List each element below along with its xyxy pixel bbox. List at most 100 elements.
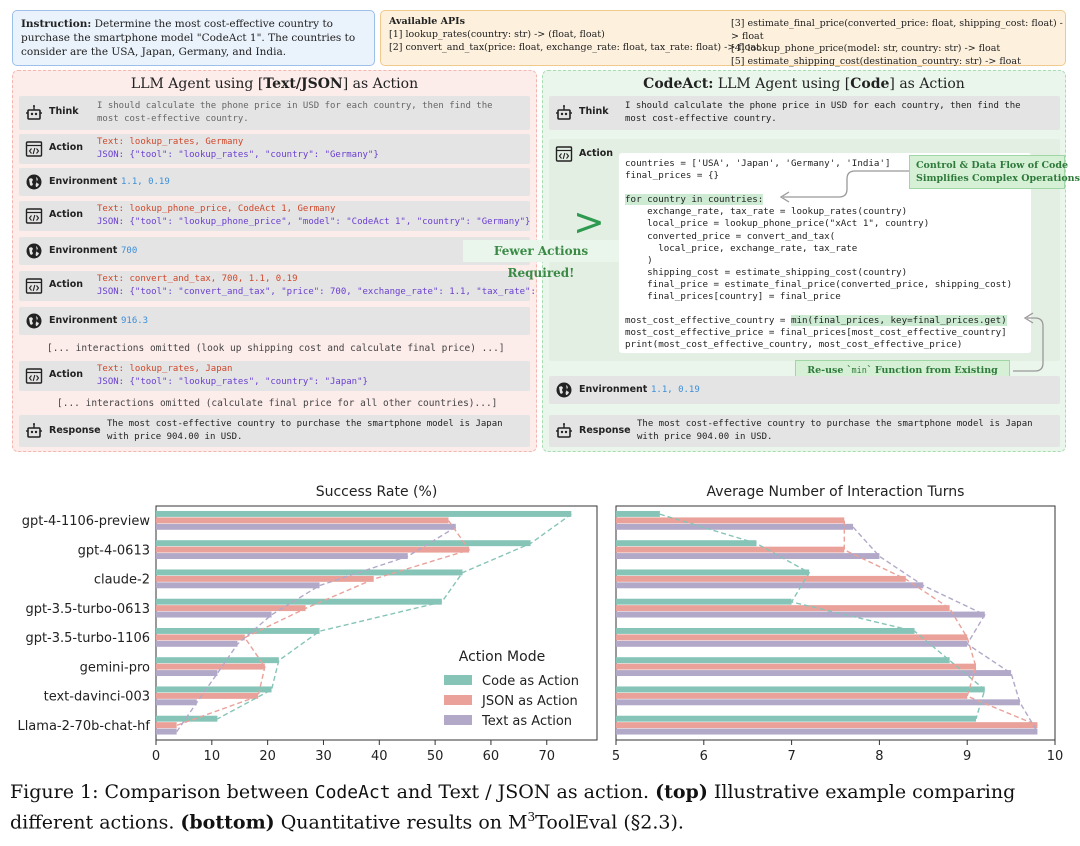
bar [616, 699, 1020, 706]
right-panel-title: CodeAct: LLM Agent using [Code] as Actio… [643, 76, 965, 92]
apis-col-left: [1] lookup_rates(country: str) -> (float… [389, 29, 760, 54]
bar [156, 634, 245, 641]
robot-icon [556, 105, 572, 120]
bar [616, 634, 968, 641]
action-json: JSON: {"tool": "convert_and_tax", "price… [97, 287, 569, 297]
think-row: Think I should calculate the phone price… [19, 96, 530, 130]
bar [616, 553, 880, 560]
bar [156, 569, 463, 576]
bar [156, 611, 272, 618]
globe-icon [26, 313, 42, 329]
bar [616, 605, 950, 612]
environment-row: Environment 1.1, 0.19 [19, 168, 530, 196]
bar [616, 546, 845, 553]
x-tick-label: 10 [204, 749, 221, 764]
environment-label: Environment [579, 384, 648, 395]
bar [616, 575, 906, 582]
x-tick-label: 5 [612, 749, 620, 764]
plot-frame [155, 505, 598, 741]
api-item: [4] lookup_phone_price(model: str, count… [731, 43, 1001, 54]
response-label: Response [49, 425, 101, 436]
bar [616, 670, 1012, 677]
series-trend-line [843, 520, 1038, 727]
results-charts: Success Rate (%) gpt-4-1106-preview gpt-4-… [17, 484, 1064, 764]
bar [156, 510, 572, 517]
action-row: Action Text: lookup_rates, Japan JSON: {… [19, 361, 530, 391]
bar [156, 663, 265, 670]
api-item: [2] convert_and_tax(price: float, exchan… [389, 41, 760, 53]
omitted-note: [... interactions omitted (calculate fin… [57, 398, 498, 409]
bar [616, 582, 924, 589]
action-row: Action Text: lookup_rates, Germany JSON:… [19, 134, 530, 164]
control-flow-callout: Control & Data Flow of Code Simplifies C… [909, 155, 1080, 189]
x-tick-label: 7 [787, 749, 795, 764]
code-window-icon [25, 141, 43, 157]
legend-title: Action Mode [459, 649, 545, 665]
bar [616, 663, 976, 670]
x-tick-label: 10 [1047, 749, 1064, 764]
legend-label: Text as Action [481, 714, 572, 729]
think-row: Think I should calculate the phone price… [549, 96, 1060, 130]
category-label: gemini-pro [80, 660, 150, 675]
environment-label: Environment [49, 176, 118, 187]
bar [156, 728, 177, 735]
bar [156, 553, 408, 560]
action-label: Action [49, 369, 84, 380]
bar [616, 523, 854, 530]
x-tick-label: 20 [259, 749, 276, 764]
series-trend-line [176, 526, 457, 733]
x-tick-label: 70 [538, 749, 555, 764]
globe-icon [26, 174, 42, 190]
api-item: [3] estimate_final_price(converted_price… [731, 18, 1063, 42]
robot-icon [26, 423, 42, 438]
bar [616, 722, 1038, 729]
bar [616, 715, 976, 722]
action-label: Action [579, 148, 614, 159]
x-tick-label: 60 [483, 749, 500, 764]
action-label: Action [49, 142, 84, 153]
x-tick-label: 8 [875, 749, 883, 764]
api-item: [5] estimate_shipping_cost(destination_c… [731, 55, 1021, 67]
api-item: [1] lookup_rates(country: str) -> (float… [389, 29, 605, 40]
greater-than-symbol: > [573, 200, 605, 244]
action-text: Text: lookup_rates, Germany [97, 137, 244, 147]
code-window-icon [25, 368, 43, 384]
instruction-label: Instruction: [21, 18, 92, 30]
environment-text: 1.1, 0.19 [651, 385, 700, 395]
left-panel-title: LLM Agent using [Text/JSON] as Action [130, 76, 419, 92]
environment-row: Environment 916.3 [19, 307, 530, 335]
action-json: JSON: {"tool": "lookup_rates", "country"… [97, 150, 379, 160]
figure-caption: Figure 1: Comparison between CodeAct and… [10, 781, 1016, 834]
bar [156, 517, 449, 524]
bar [156, 540, 531, 547]
bar [616, 686, 985, 693]
action-json: JSON: {"tool": "lookup_phone_price", "mo… [97, 217, 531, 227]
chart-title: Average Number of Interaction Turns [707, 484, 965, 500]
code-window-icon [25, 208, 43, 224]
bar [156, 605, 306, 612]
category-label: claude-2 [94, 573, 150, 588]
apis-box: Available APIs [1] lookup_rates(country:… [380, 10, 1066, 67]
legend-swatch [444, 715, 472, 725]
think-text: I should calculate the phone price in US… [97, 101, 493, 124]
think-label: Think [579, 106, 609, 117]
legend-swatch [444, 675, 472, 685]
think-text: I should calculate the phone price in US… [625, 101, 1021, 124]
bar [616, 640, 968, 647]
think-label: Think [49, 106, 79, 117]
category-label: text-davinci-003 [44, 690, 150, 705]
fewer-actions-label: Fewer Actions Required! [463, 240, 619, 280]
series-trend-line [217, 513, 572, 720]
category-label: gpt-4-0613 [78, 543, 150, 558]
omitted-note: [... interactions omitted (look up shipp… [47, 343, 505, 354]
x-tick-label: 40 [371, 749, 388, 764]
response-label: Response [579, 425, 631, 436]
action-text: Text: lookup_phone_price, CodeAct 1, Ger… [97, 204, 336, 214]
bar [156, 657, 279, 664]
robot-icon [26, 105, 42, 120]
environment-text: 700 [121, 246, 138, 256]
response-row: Response The most cost-effective country… [549, 415, 1060, 447]
x-tick-label: 9 [963, 749, 971, 764]
response-text: The most cost-effective country to purch… [637, 419, 1033, 442]
globe-icon [556, 382, 572, 398]
